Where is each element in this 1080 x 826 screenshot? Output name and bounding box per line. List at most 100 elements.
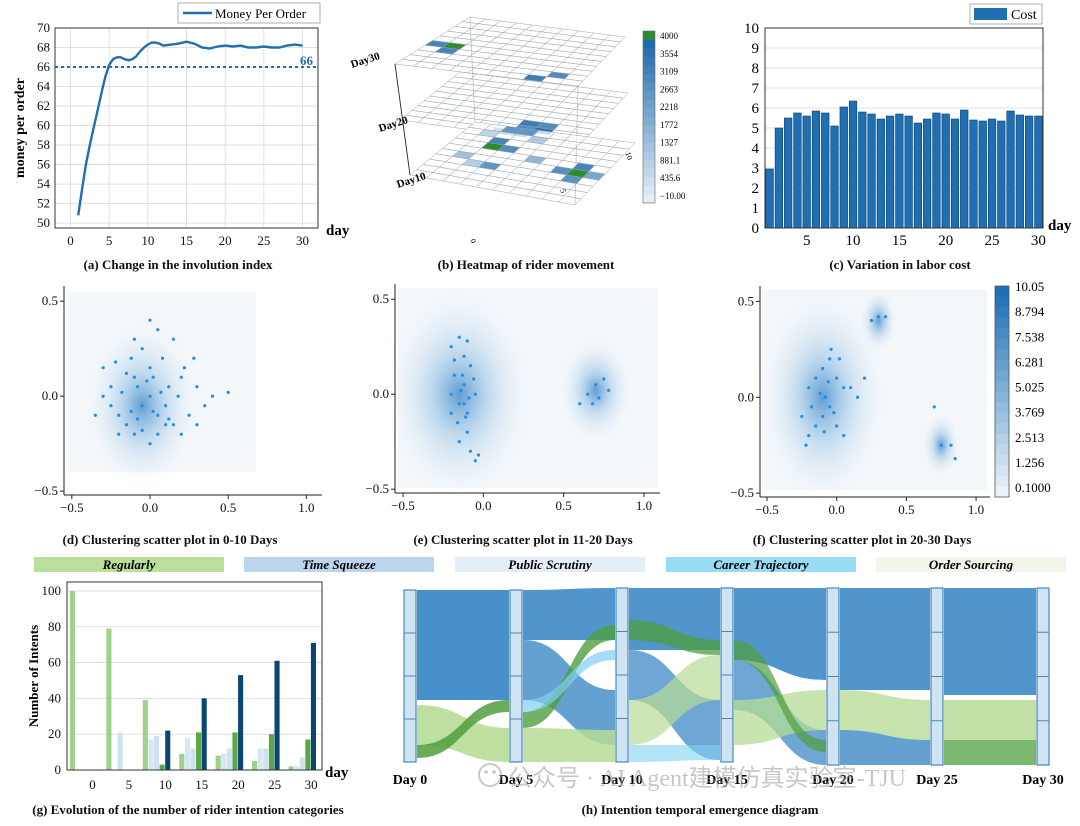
colorbar-tick-label: 4000 <box>660 31 679 41</box>
scatter-point <box>468 449 473 453</box>
scatter-point <box>93 413 97 417</box>
watermark-text: 公众号 · AI Agent建模仿真实验室-TJU <box>508 765 906 792</box>
scatter-point <box>465 339 469 343</box>
colorbar-segment <box>643 74 655 84</box>
cost-bar <box>941 113 950 229</box>
scatter-point <box>949 443 953 447</box>
y-tick-label: 64 <box>37 79 51 94</box>
legend-label: Money Per Order <box>215 6 307 21</box>
caption-e: (e) Clustering scatter plot in 11-20 Day… <box>413 532 632 547</box>
cost-bar <box>904 115 913 229</box>
panel-f-scatter: −0.5 0.0 0.5 1.0 −0.5 0.0 0.5 10.05 8.794 7.538 6.… <box>730 279 1050 517</box>
colorbar-tick-label: 1.256 <box>1015 455 1045 470</box>
colorbar-segment <box>643 185 655 195</box>
x-tick-label: 0.5 <box>898 502 914 517</box>
legend-swatch <box>974 8 1007 20</box>
scatter-point <box>804 443 808 447</box>
colorbar-segment <box>995 402 1009 414</box>
x-tick-label: 10 <box>159 777 172 792</box>
colorbar-segment <box>995 286 1009 298</box>
colorbar-segment <box>643 125 655 135</box>
y-tick-label: 2 <box>752 181 760 197</box>
colorbar-segment <box>643 142 655 152</box>
x-tick-label: 0 <box>67 233 74 248</box>
caption-f: (f) Clustering scatter plot in 20-30 Day… <box>753 532 972 547</box>
legend-bar <box>455 557 645 572</box>
colorbar-tick-label: 2663 <box>660 84 679 94</box>
colorbar-segment <box>995 412 1009 424</box>
x-tick-label: 0.5 <box>556 498 572 513</box>
x-tick-label: 5 <box>106 233 113 248</box>
density-blob <box>760 291 886 503</box>
sankey-day-label: Day 10 <box>601 773 643 788</box>
legend-bar <box>876 557 1066 572</box>
y-tick-label: 60 <box>48 655 61 670</box>
sankey-day-label: Day 20 <box>812 773 854 788</box>
colorbar-segment <box>643 151 655 161</box>
y-tick-label: 10 <box>744 21 759 37</box>
scatter-point <box>176 394 180 398</box>
y-tick-label: 58 <box>37 137 50 152</box>
cost-bar <box>811 110 821 229</box>
colorbar-segment <box>995 486 1009 498</box>
cost-bar <box>839 106 848 229</box>
money-per-order-line <box>77 40 303 216</box>
colorbar-segment <box>643 160 655 170</box>
cost-bar <box>858 111 867 229</box>
x-tick-label: 30 <box>305 777 318 792</box>
y-tick-label: 4 <box>752 141 760 157</box>
panel-d-scatter: −0.5 0.0 0.5 1.0 −0.5 0.0 0.5 <box>34 286 322 515</box>
layer-label: Day30 <box>349 50 382 71</box>
intent-bar <box>142 700 148 770</box>
axis-tick-label: 10 <box>623 151 634 162</box>
colorbar-tick-label: 2218 <box>660 102 679 112</box>
density-blob <box>386 289 532 499</box>
scatter-point <box>195 385 199 389</box>
y-axis-label: money per order <box>13 78 28 178</box>
x-axis-label: day <box>325 765 349 781</box>
colorbar-tick-label: 2.513 <box>1015 430 1044 445</box>
scatter-point <box>156 413 160 417</box>
scatter-point <box>179 375 183 379</box>
scatter-point <box>457 335 461 339</box>
x-tick-label: 30 <box>1031 233 1046 249</box>
y-tick-label: 9 <box>752 41 760 57</box>
scatter-point <box>187 413 191 417</box>
scatter-point <box>459 388 463 392</box>
scatter-point <box>883 315 888 319</box>
legend-label: Public Scrutiny <box>508 557 592 572</box>
colorbar-segment <box>643 39 655 49</box>
cost-bar <box>997 120 1006 229</box>
cost-bar <box>1034 115 1043 229</box>
scatter-point <box>452 373 457 377</box>
intent-bar <box>305 739 311 770</box>
scatter-point <box>182 366 186 370</box>
scatter-point <box>148 394 152 398</box>
colorbar-tick-label: 3554 <box>660 49 679 59</box>
sankey-flow <box>629 655 720 745</box>
scatter-point <box>476 453 481 457</box>
scatter-point <box>132 432 136 436</box>
scatter-point <box>164 423 168 427</box>
x-tick-label: 0.0 <box>142 500 158 515</box>
sankey-flow <box>629 620 720 655</box>
scatter-point <box>117 432 121 436</box>
x-tick-label: 25 <box>985 233 1000 249</box>
intent-bar <box>263 748 269 770</box>
scatter-point <box>842 434 846 438</box>
scatter-point <box>449 411 453 415</box>
colorbar-segment <box>643 117 655 127</box>
x-tick-label: 20 <box>232 777 245 792</box>
sankey-flow <box>417 590 509 700</box>
scatter-point <box>171 337 176 341</box>
scatter-point <box>814 424 818 428</box>
colorbar-segment <box>643 134 655 144</box>
density-blob <box>559 338 632 443</box>
sankey-flow <box>944 588 1036 695</box>
y-tick-label: 66 <box>37 59 51 74</box>
scatter-point <box>449 392 453 396</box>
x-tick-label: −0.5 <box>391 498 415 513</box>
panel-a-line-chart: 50 52 54 56 58 60 62 64 66 68 70 0 5 10 15 20 25 30 day mon… <box>13 2 350 248</box>
caption-g: (g) Evolution of the number of rider int… <box>32 802 344 817</box>
y-tick-label: −0.5 <box>34 483 58 498</box>
